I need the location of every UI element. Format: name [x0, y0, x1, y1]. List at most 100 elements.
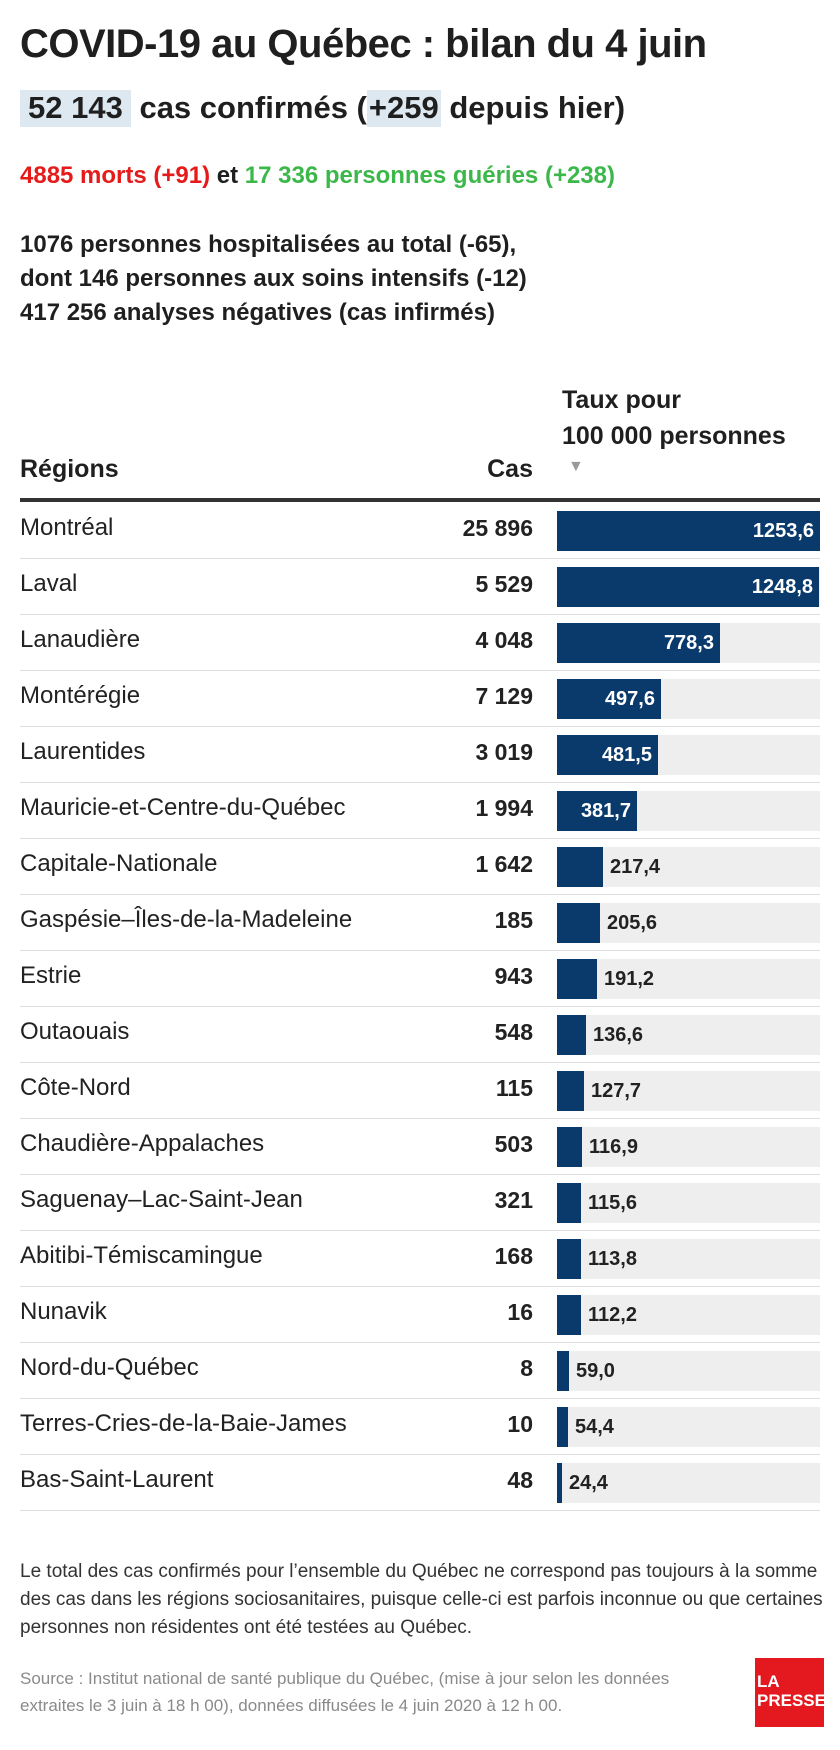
region-name: Mauricie-et-Centre-du-Québec: [20, 794, 346, 821]
table-row: Montréal 25 896 1253,6: [20, 502, 820, 559]
region-name: Chaudière-Appalaches: [20, 1130, 265, 1157]
bar-track: 205,6: [557, 903, 820, 943]
table-row: Capitale-Nationale 1 642 217,4: [20, 838, 820, 895]
rate-bar: [557, 735, 658, 775]
rate-header-line2: 100 000 personnes: [562, 422, 786, 450]
table-row: Terres-Cries-de-la-Baie-James 10 54,4: [20, 1398, 820, 1455]
rate-value-label: 217,4: [610, 856, 661, 878]
bar-track: 778,3: [557, 623, 820, 663]
recovered-count: 17 336 personnes guéries (+238): [244, 162, 615, 189]
table-row: Estrie 943 191,2: [20, 950, 820, 1007]
rate-value-label: 1248,8: [751, 576, 813, 598]
confirmed-label: cas confirmés (: [139, 90, 367, 125]
region-name: Saguenay–Lac-Saint-Jean: [20, 1186, 303, 1213]
bar-track: 136,6: [557, 1015, 820, 1055]
bar-track: 127,7: [557, 1071, 820, 1111]
negative-tests-stat: 417 256 analyses négatives (cas infirmés…: [20, 299, 495, 326]
rate-value-label: 115,6: [588, 1192, 637, 1214]
logo-line1: LA: [757, 1672, 780, 1691]
bar-track: 24,4: [557, 1463, 820, 1503]
region-name: Montérégie: [20, 682, 141, 709]
bar-track: 1253,6: [557, 511, 820, 551]
region-cases: 3 019: [475, 739, 533, 765]
bar-track: 497,6: [557, 679, 820, 719]
region-name: Nunavik: [20, 1298, 107, 1325]
table-row: Nord-du-Québec 8 59,0: [20, 1342, 820, 1399]
table-row: Côte-Nord 115 127,7: [20, 1062, 820, 1119]
region-cases: 1 994: [475, 795, 533, 821]
rate-bar: [557, 567, 819, 607]
rate-value-label: 136,6: [593, 1024, 644, 1046]
table-row: Mauricie-et-Centre-du-Québec 1 994 381,7: [20, 782, 820, 839]
table-row: Bas-Saint-Laurent 48 24,4: [20, 1454, 820, 1511]
rate-value-label: 116,9: [589, 1136, 638, 1158]
rate-header-line1: Taux pour: [562, 386, 681, 414]
region-name: Abitibi-Témiscamingue: [20, 1242, 263, 1269]
bar-track: 381,7: [557, 791, 820, 831]
rate-bar: [557, 623, 720, 663]
region-name: Terres-Cries-de-la-Baie-James: [20, 1410, 347, 1437]
rate-value-label: 1253,6: [752, 520, 814, 542]
rate-bar: [557, 847, 603, 887]
summary-stats: 1076 personnes hospitalisées au total (-…: [20, 228, 527, 330]
rate-bar: [557, 959, 597, 999]
region-name: Côte-Nord: [20, 1074, 131, 1101]
rate-bar: [557, 903, 600, 943]
column-header-regions: Régions: [20, 455, 119, 483]
table-row: Outaouais 548 136,6: [20, 1006, 820, 1063]
connector-text: et: [210, 162, 245, 189]
confirmed-delta: +259: [366, 90, 441, 127]
region-cases: 548: [494, 1019, 533, 1045]
rate-value-label: 113,8: [588, 1248, 637, 1270]
region-cases: 48: [507, 1467, 533, 1493]
region-name: Laval: [20, 570, 78, 597]
region-cases: 503: [494, 1131, 533, 1157]
region-cases: 7 129: [475, 683, 533, 709]
column-header-cases: Cas: [487, 455, 533, 483]
bar-track: 217,4: [557, 847, 820, 887]
region-cases: 4 048: [475, 627, 533, 653]
confirmed-tail: depuis hier): [440, 90, 626, 125]
la-presse-logo: LA PRESSE: [755, 1658, 826, 1727]
rate-bar: [557, 1183, 581, 1223]
rate-bar: [557, 1463, 562, 1503]
bar-track: 116,9: [557, 1127, 820, 1167]
rate-value-label: 497,6: [604, 688, 655, 710]
region-cases: 16: [507, 1299, 533, 1325]
rate-bar: [557, 511, 820, 551]
table-row: Lanaudière 4 048 778,3: [20, 614, 820, 671]
table-row: Chaudière-Appalaches 503 116,9: [20, 1118, 820, 1175]
deaths-recovered-line: 4885 morts (+91) et 17 336 personnes gué…: [20, 162, 615, 190]
rate-value-label: 59,0: [576, 1360, 615, 1382]
rate-bar: [557, 1127, 582, 1167]
region-name: Capitale-Nationale: [20, 850, 218, 877]
table-row: Montérégie 7 129 497,6: [20, 670, 820, 727]
rate-value-label: 191,2: [604, 968, 655, 990]
region-cases: 25 896: [462, 515, 533, 541]
logo-line2: PRESSE: [757, 1691, 826, 1710]
bar-track: 1248,8: [557, 567, 820, 607]
region-cases: 321: [494, 1187, 533, 1213]
table-row: Nunavik 16 112,2: [20, 1286, 820, 1343]
rate-value-label: 112,2: [588, 1304, 637, 1326]
region-name: Nord-du-Québec: [20, 1354, 199, 1381]
bar-track: 191,2: [557, 959, 820, 999]
rate-bar: [557, 1407, 568, 1447]
region-cases: 115: [495, 1075, 533, 1101]
table-row: Gaspésie–Îles-de-la-Madeleine 185 205,6: [20, 894, 820, 951]
region-cases: 1 642: [475, 851, 533, 877]
rate-value-label: 205,6: [607, 912, 658, 934]
region-cases: 8: [520, 1355, 533, 1381]
rate-value-label: 24,4: [569, 1472, 608, 1494]
rate-value-label: 127,7: [591, 1080, 642, 1102]
region-name: Montréal: [20, 514, 114, 541]
table-row: Laval 5 529 1248,8: [20, 558, 820, 615]
rate-bar: [557, 1239, 581, 1279]
rate-value-label: 54,4: [575, 1416, 614, 1438]
rate-bar: [557, 1351, 569, 1391]
rate-bar: [557, 1015, 586, 1055]
rate-bar: [557, 1295, 581, 1335]
header-divider: [20, 498, 820, 502]
bar-track: 113,8: [557, 1239, 820, 1279]
region-name: Gaspésie–Îles-de-la-Madeleine: [20, 906, 353, 933]
